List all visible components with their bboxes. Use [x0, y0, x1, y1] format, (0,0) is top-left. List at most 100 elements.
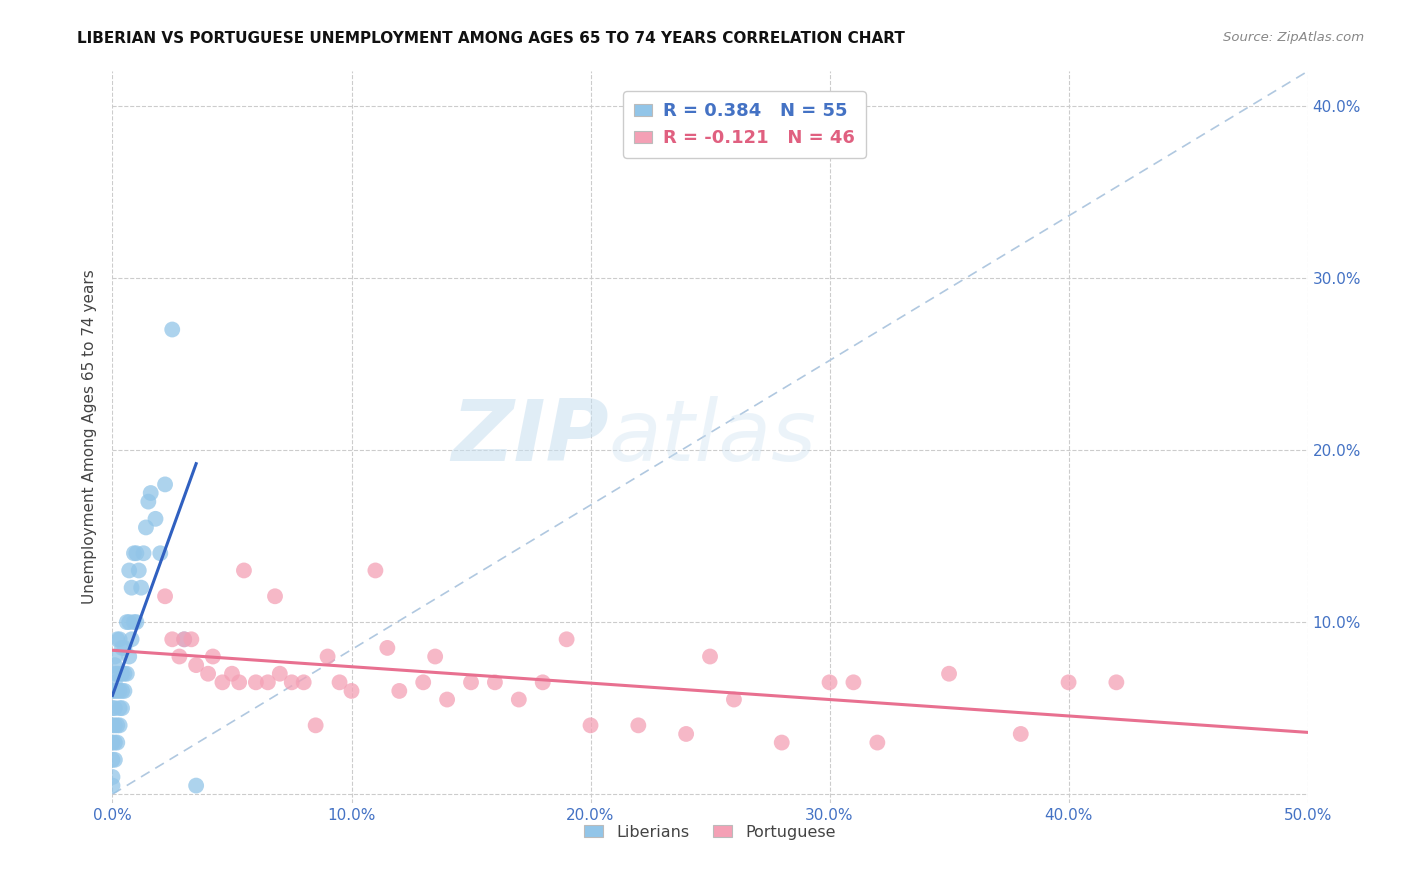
- Point: [269, 666, 291, 681]
- Point: [675, 727, 697, 741]
- Point: [531, 675, 554, 690]
- Point: [105, 718, 128, 732]
- Point: [118, 615, 141, 629]
- Point: [114, 640, 135, 655]
- Point: [162, 632, 183, 647]
- Point: [125, 546, 148, 560]
- Point: [245, 675, 267, 690]
- Point: [129, 581, 152, 595]
- Point: [115, 615, 138, 629]
- Point: [770, 735, 793, 749]
- Point: [180, 632, 202, 647]
- Point: [228, 675, 250, 690]
- Point: [111, 701, 134, 715]
- Point: [723, 692, 745, 706]
- Point: [128, 564, 150, 578]
- Point: [104, 753, 127, 767]
- Point: [186, 779, 208, 793]
- Point: [388, 684, 411, 698]
- Point: [221, 666, 243, 681]
- Point: [105, 684, 128, 698]
- Point: [122, 546, 145, 560]
- Text: atlas: atlas: [609, 395, 817, 479]
- Point: [104, 675, 127, 690]
- Point: [153, 589, 176, 603]
- Point: [149, 546, 172, 560]
- Point: [211, 675, 233, 690]
- Point: [436, 692, 458, 706]
- Point: [118, 564, 141, 578]
- Point: [555, 632, 578, 647]
- Point: [132, 546, 155, 560]
- Point: [105, 632, 128, 647]
- Point: [101, 779, 124, 793]
- Point: [104, 649, 127, 664]
- Point: [104, 666, 127, 681]
- Point: [138, 494, 160, 508]
- Point: [121, 632, 143, 647]
- Point: [197, 666, 219, 681]
- Point: [281, 675, 304, 690]
- Point: [101, 718, 124, 732]
- Point: [153, 477, 176, 491]
- Point: [842, 675, 865, 690]
- Point: [104, 735, 127, 749]
- Point: [1057, 675, 1080, 690]
- Point: [101, 684, 124, 698]
- Point: [145, 512, 167, 526]
- Point: [105, 666, 128, 681]
- Point: [101, 735, 124, 749]
- Point: [173, 632, 195, 647]
- Point: [111, 640, 134, 655]
- Text: Source: ZipAtlas.com: Source: ZipAtlas.com: [1223, 31, 1364, 45]
- Point: [938, 666, 960, 681]
- Point: [484, 675, 506, 690]
- Point: [364, 564, 387, 578]
- Text: ZIP: ZIP: [451, 395, 609, 479]
- Point: [292, 675, 315, 690]
- Point: [104, 718, 127, 732]
- Point: [118, 649, 141, 664]
- Point: [101, 753, 124, 767]
- Point: [104, 701, 127, 715]
- Point: [114, 684, 135, 698]
- Point: [699, 649, 721, 664]
- Point: [377, 640, 399, 655]
- Point: [135, 520, 157, 534]
- Point: [115, 666, 138, 681]
- Point: [169, 649, 191, 664]
- Point: [508, 692, 530, 706]
- Point: [818, 675, 841, 690]
- Point: [579, 718, 602, 732]
- Point: [329, 675, 352, 690]
- Point: [101, 770, 124, 784]
- Point: [104, 658, 127, 673]
- Point: [186, 658, 208, 673]
- Point: [460, 675, 482, 690]
- Point: [121, 581, 143, 595]
- Point: [114, 666, 135, 681]
- Point: [108, 632, 131, 647]
- Y-axis label: Unemployment Among Ages 65 to 74 years: Unemployment Among Ages 65 to 74 years: [82, 269, 97, 605]
- Point: [108, 701, 131, 715]
- Legend: Liberians, Portuguese: Liberians, Portuguese: [578, 818, 842, 846]
- Point: [340, 684, 363, 698]
- Point: [101, 701, 124, 715]
- Text: LIBERIAN VS PORTUGUESE UNEMPLOYMENT AMONG AGES 65 TO 74 YEARS CORRELATION CHART: LIBERIAN VS PORTUGUESE UNEMPLOYMENT AMON…: [77, 31, 905, 46]
- Point: [108, 684, 131, 698]
- Point: [201, 649, 224, 664]
- Point: [108, 718, 131, 732]
- Point: [1010, 727, 1032, 741]
- Point: [257, 675, 280, 690]
- Point: [627, 718, 650, 732]
- Point: [305, 718, 328, 732]
- Point: [105, 735, 128, 749]
- Point: [162, 322, 183, 336]
- Point: [412, 675, 434, 690]
- Point: [122, 615, 145, 629]
- Point: [233, 564, 256, 578]
- Point: [111, 666, 134, 681]
- Point: [425, 649, 447, 664]
- Point: [1105, 675, 1128, 690]
- Point: [264, 589, 287, 603]
